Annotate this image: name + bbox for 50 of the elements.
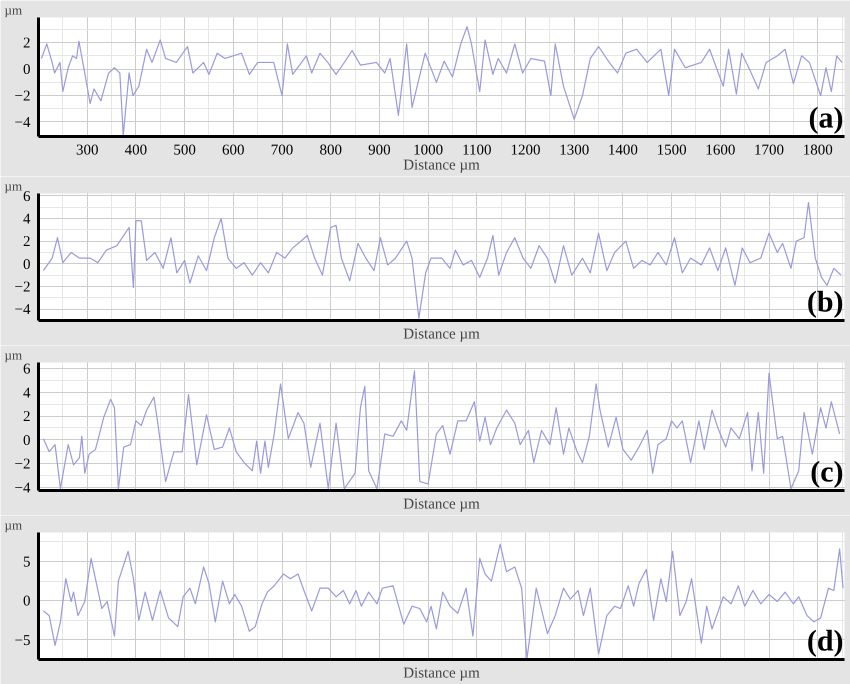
x-tick-label: 1800 <box>802 142 833 158</box>
x-tick-label: 1700 <box>754 142 784 158</box>
y-tick-label: 6 <box>23 188 31 205</box>
y-tick-label: 2 <box>23 36 30 52</box>
x-tick-label: 1200 <box>510 142 541 158</box>
y-axis-title: µm <box>4 178 22 194</box>
x-tick-label: 1000 <box>413 142 444 158</box>
x-tick-label: 900 <box>368 142 391 158</box>
annotation: (a) <box>808 102 844 134</box>
y-tick-label: −4 <box>14 114 31 131</box>
x-axis-title: Distance µm <box>403 326 480 342</box>
x-axis-title: Distance µm <box>403 666 480 682</box>
y-axis-title: µm <box>4 2 22 18</box>
x-tick-label: 700 <box>270 142 294 158</box>
y-tick-label: −2 <box>14 279 31 296</box>
annotation: (d) <box>806 624 844 658</box>
x-tick-label: 1100 <box>462 142 492 158</box>
annotation: (b) <box>806 286 844 318</box>
x-tick-label: 500 <box>173 142 196 158</box>
x-tick-label: 400 <box>124 142 148 158</box>
y-tick-label: −2 <box>14 456 31 473</box>
x-tick-label: 800 <box>319 142 342 158</box>
y-tick-label: 2 <box>23 409 30 426</box>
y-tick-label: 0 <box>23 594 30 610</box>
y-tick-label: 2 <box>23 234 30 250</box>
y-tick-label: −5 <box>14 632 31 649</box>
x-axis-title: Distance µm <box>403 496 480 512</box>
y-axis-title: µm <box>4 348 22 362</box>
x-tick-label: 1600 <box>705 142 736 158</box>
y-tick-label: 0 <box>23 256 30 273</box>
line-series <box>42 202 842 319</box>
annotation: (c) <box>810 456 844 488</box>
x-tick-label: 600 <box>222 142 245 158</box>
y-tick-label: 4 <box>23 211 31 228</box>
y-tick-label: 4 <box>23 385 31 402</box>
y-tick-label: −2 <box>14 88 31 105</box>
x-tick-label: 300 <box>76 142 98 158</box>
line-series <box>42 544 844 660</box>
line-series <box>42 370 840 490</box>
x-tick-label: 1300 <box>559 142 590 158</box>
y-tick-label: 6 <box>23 361 31 378</box>
y-tick-label: 0 <box>23 432 30 449</box>
y-tick-label: −4 <box>14 302 31 318</box>
y-tick-label: 0 <box>23 62 30 78</box>
y-tick-label: −4 <box>14 480 31 497</box>
x-axis-title: Distance µm <box>403 158 480 174</box>
y-axis-title: µm <box>4 518 22 532</box>
x-tick-label: 1400 <box>608 142 638 158</box>
y-tick-label: 5 <box>23 554 30 571</box>
x-tick-label: 1500 <box>656 142 687 158</box>
